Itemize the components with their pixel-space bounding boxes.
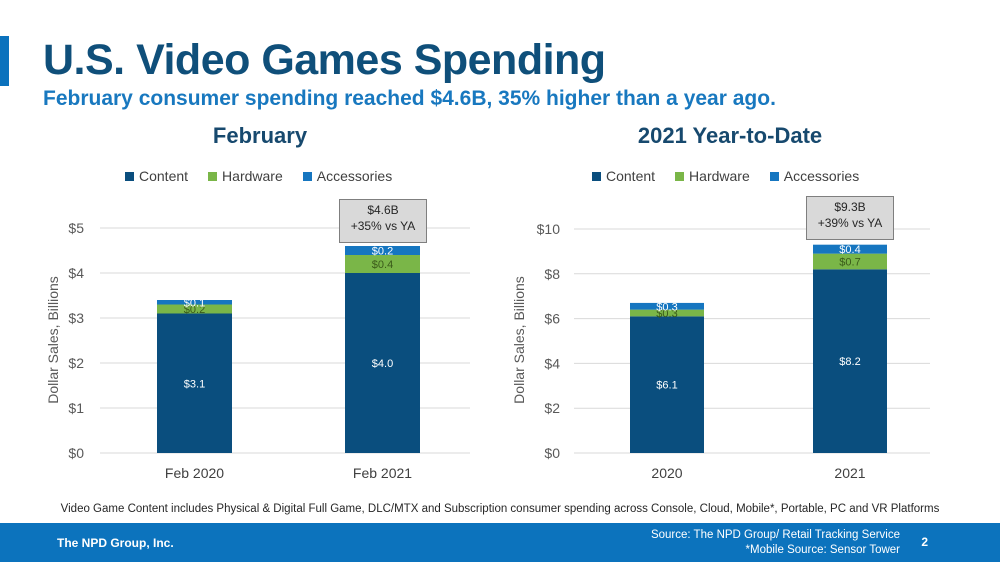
data-label-hardware: $0.2 [184, 304, 205, 316]
accent-bar [0, 36, 9, 86]
y-tick-label: $6 [544, 311, 560, 327]
callout-change: +35% vs YA [350, 219, 416, 233]
bar-segment-content [630, 316, 704, 453]
chart-title-february: February [212, 123, 308, 148]
bar-segment-accessories [630, 302, 704, 310]
x-category-label: 2021 [834, 465, 865, 481]
bar-segment-hardware [630, 309, 704, 317]
page-number: 2 [921, 535, 928, 549]
data-label-accessories: $0.1 [184, 297, 205, 309]
data-label-content: $4.0 [372, 358, 393, 370]
data-label-content: $6.1 [656, 380, 677, 392]
accessories-swatch-icon [769, 171, 779, 181]
y-tick-label: $2 [544, 400, 560, 416]
y-tick-label: $1 [68, 400, 84, 416]
bar-segment-content [157, 313, 232, 453]
y-tick-label: $0 [544, 445, 560, 461]
data-label-accessories: $0.2 [372, 246, 393, 258]
bar-segment-hardware [345, 255, 420, 273]
y-axis-label: Dollar Sales, Billions [511, 276, 527, 404]
bar-segment-hardware [813, 253, 887, 270]
legend-label: Accessories [783, 168, 860, 184]
callout-total: $9.3B [834, 200, 866, 214]
legend-item-hardware: Hardware [208, 168, 283, 184]
legend-label: Accessories [316, 168, 393, 184]
y-tick-label: $0 [68, 445, 84, 461]
legend-item-accessories: Accessories [302, 168, 393, 184]
legend-label: Hardware [689, 168, 750, 184]
data-label-content: $3.1 [184, 378, 205, 390]
legend-label: Content [139, 168, 189, 184]
callout-feb-total: $4.6B +35% vs YA [339, 199, 427, 243]
footer-company: The NPD Group, Inc. [57, 536, 174, 550]
bar-segment-accessories [345, 246, 420, 255]
footer-bar: The NPD Group, Inc. Source: The NPD Grou… [0, 523, 1000, 562]
legend-item-content: Content [592, 168, 655, 184]
legend-label: Hardware [222, 168, 283, 184]
bar-segment-hardware [157, 304, 232, 314]
y-tick-label: $2 [68, 355, 84, 371]
data-label-accessories: $0.3 [656, 301, 677, 313]
chart-title-ytd: 2021 Year-to-Date [637, 123, 823, 148]
callout-ytd-total: $9.3B +39% vs YA [806, 196, 894, 240]
page-subtitle: February consumer spending reached $4.6B… [43, 87, 776, 110]
legend-item-content: Content [125, 168, 188, 184]
x-category-label: Feb 2021 [353, 465, 412, 481]
hardware-swatch-icon [208, 171, 218, 181]
data-label-hardware: $0.7 [839, 256, 860, 268]
footnote: Video Game Content includes Physical & D… [60, 503, 940, 515]
legend-label: Content [606, 168, 656, 184]
content-swatch-icon [592, 171, 601, 181]
page-title: U.S. Video Games Spending [43, 36, 606, 84]
y-tick-label: $5 [68, 220, 84, 236]
bar-segment-accessories [813, 244, 887, 254]
source-line: Source: The NPD Group/ Retail Tracking S… [650, 529, 900, 541]
data-label-hardware: $0.3 [656, 308, 677, 320]
legend-item-accessories: Accessories [769, 168, 860, 184]
y-tick-label: $8 [544, 266, 560, 282]
legend-ytd: Content Hardware Accessories [592, 168, 859, 184]
footer-source: Source: The NPD Group/ Retail Tracking S… [651, 528, 900, 558]
data-label-hardware: $0.4 [372, 259, 393, 271]
x-category-label: 2020 [651, 465, 682, 481]
y-axis-label: Dollar Sales, Billions [45, 276, 61, 404]
callout-total: $4.6B [367, 203, 399, 217]
callout-change: +39% vs YA [817, 216, 883, 230]
y-tick-label: $4 [544, 355, 560, 371]
bar-segment-accessories [157, 300, 232, 305]
data-label-accessories: $0.4 [839, 244, 860, 256]
legend-item-hardware: Hardware [675, 168, 750, 184]
y-tick-label: $10 [537, 221, 561, 237]
y-tick-label: $4 [68, 265, 84, 281]
content-swatch-icon [125, 171, 134, 181]
bar-segment-content [345, 273, 420, 453]
hardware-swatch-icon [675, 171, 685, 181]
accessories-swatch-icon [302, 171, 312, 181]
mobile-source-line: *Mobile Source: Sensor Tower [745, 544, 900, 556]
legend-february: Content Hardware Accessories [125, 168, 392, 184]
x-category-label: Feb 2020 [165, 465, 224, 481]
y-tick-label: $3 [68, 310, 84, 326]
bar-segment-content [813, 269, 887, 453]
data-label-content: $8.2 [839, 356, 860, 368]
